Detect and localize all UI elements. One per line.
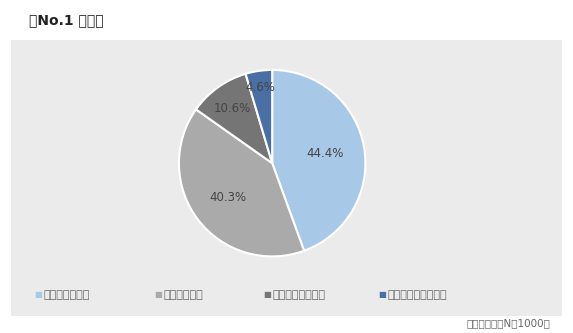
Text: ■: ■ xyxy=(34,290,42,299)
Wedge shape xyxy=(179,109,304,256)
Text: 44.4%: 44.4% xyxy=(307,147,344,160)
Text: 》No.1 表示》: 》No.1 表示》 xyxy=(29,13,103,27)
Text: 40.3%: 40.3% xyxy=(209,191,246,204)
Text: まったく影響しない: まったく影響しない xyxy=(387,290,447,300)
Text: ■: ■ xyxy=(378,290,386,299)
Text: かなり影響する: かなり影響する xyxy=(44,290,90,300)
Text: あまり影響しない: あまり影響しない xyxy=(273,290,325,300)
Text: ■: ■ xyxy=(264,290,272,299)
Text: ■: ■ xyxy=(155,290,163,299)
Text: （単一回答　N＝1000）: （単一回答 N＝1000） xyxy=(466,318,550,328)
Text: 10.6%: 10.6% xyxy=(214,102,252,115)
Text: やや影響する: やや影響する xyxy=(164,290,203,300)
Text: 4.6%: 4.6% xyxy=(246,81,276,94)
Wedge shape xyxy=(272,70,366,251)
Wedge shape xyxy=(246,70,272,163)
Wedge shape xyxy=(196,74,272,163)
